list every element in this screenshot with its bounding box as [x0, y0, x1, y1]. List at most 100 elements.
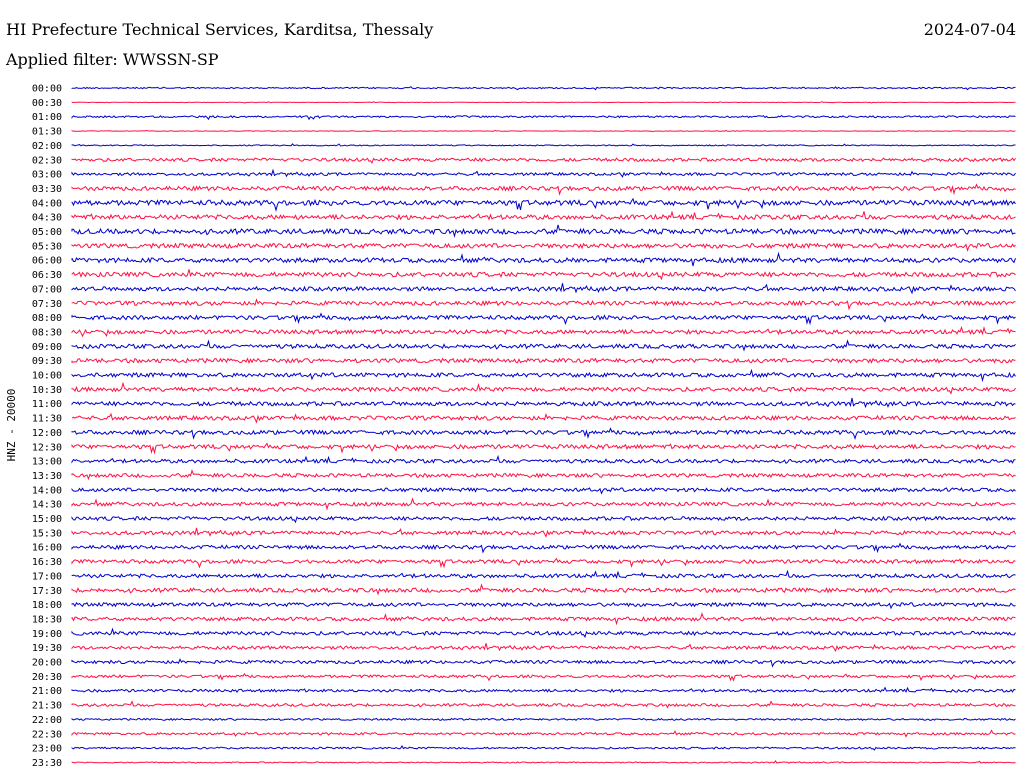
trace-1230 — [71, 442, 1016, 455]
trace-0830 — [71, 325, 1016, 338]
trace-1000 — [71, 368, 1016, 383]
trace-0600 — [71, 251, 1016, 267]
trace-0530 — [71, 242, 1016, 252]
trace-0230 — [71, 157, 1016, 164]
trace-0400 — [71, 197, 1016, 212]
time-label: 02:30 — [32, 155, 62, 166]
time-label: 14:30 — [32, 500, 62, 511]
time-label: 06:30 — [32, 270, 62, 281]
time-label: 20:30 — [32, 672, 62, 683]
time-label: 17:00 — [32, 571, 62, 582]
trace-0630 — [71, 269, 1016, 281]
trace-2300 — [71, 745, 1016, 751]
time-label: 13:30 — [32, 471, 62, 482]
trace-1500 — [71, 515, 1016, 524]
seismic-traces — [71, 86, 1016, 764]
time-label: 03:30 — [32, 184, 62, 195]
trace-2000 — [71, 658, 1016, 668]
time-label: 10:00 — [32, 371, 62, 382]
time-labels: 00:00 00:30 01:00 01:30 02:00 02:30 03:00 03:30… — [32, 84, 62, 769]
time-label: 16:00 — [32, 543, 62, 554]
trace-1530 — [71, 527, 1016, 538]
time-label: 08:30 — [32, 327, 62, 338]
trace-1100 — [71, 397, 1016, 409]
time-label: 01:00 — [32, 112, 62, 123]
trace-2330 — [71, 760, 1016, 764]
time-label: 00:00 — [32, 84, 62, 95]
time-label: 04:30 — [32, 213, 62, 224]
trace-1800 — [71, 601, 1016, 610]
time-label: 13:00 — [32, 457, 62, 468]
trace-1930 — [71, 643, 1016, 653]
time-label: 18:00 — [32, 600, 62, 611]
trace-0500 — [71, 224, 1016, 239]
trace-0730 — [71, 298, 1016, 311]
trace-0900 — [71, 339, 1016, 352]
time-label: 15:00 — [32, 514, 62, 525]
trace-0200 — [71, 143, 1016, 147]
time-label: 16:30 — [32, 557, 62, 568]
trace-0700 — [71, 283, 1016, 295]
trace-2200 — [71, 717, 1016, 722]
trace-1730 — [71, 583, 1016, 596]
trace-0300 — [71, 168, 1016, 178]
trace-0330 — [71, 183, 1016, 196]
time-label: 19:30 — [32, 643, 62, 654]
trace-0130 — [71, 129, 1016, 133]
trace-1700 — [71, 569, 1016, 579]
time-label: 23:00 — [32, 744, 62, 755]
time-label: 05:30 — [32, 241, 62, 252]
trace-0930 — [71, 357, 1016, 365]
trace-1900 — [71, 627, 1016, 639]
time-label: 02:00 — [32, 141, 62, 152]
time-label: 20:00 — [32, 658, 62, 669]
time-label: 23:30 — [32, 758, 62, 769]
trace-2130 — [71, 700, 1016, 709]
trace-1830 — [71, 612, 1016, 626]
time-label: 07:00 — [32, 284, 62, 295]
time-label: 21:00 — [32, 686, 62, 697]
time-label: 19:00 — [32, 629, 62, 640]
time-label: 06:00 — [32, 256, 62, 267]
trace-1330 — [71, 469, 1016, 481]
filter-label: Applied filter: WWSSN-SP — [6, 50, 219, 69]
time-label: 18:30 — [32, 614, 62, 625]
trace-1400 — [71, 486, 1016, 495]
time-label: 05:00 — [32, 227, 62, 238]
trace-1030 — [71, 381, 1016, 395]
time-label: 15:30 — [32, 528, 62, 539]
time-label: 09:30 — [32, 356, 62, 367]
trace-0100 — [71, 114, 1016, 121]
time-label: 22:00 — [32, 715, 62, 726]
trace-1430 — [71, 497, 1016, 511]
y-axis-label: HNZ - 20000 — [5, 389, 18, 462]
time-label: 00:30 — [32, 98, 62, 109]
recording-date: 2024-07-04 — [923, 20, 1016, 39]
trace-1200 — [71, 427, 1016, 440]
time-label: 03:00 — [32, 170, 62, 181]
trace-2030 — [71, 672, 1016, 682]
trace-1130 — [71, 412, 1016, 424]
trace-0000 — [71, 86, 1016, 91]
time-label: 21:30 — [32, 701, 62, 712]
trace-2230 — [71, 729, 1016, 738]
trace-1630 — [71, 557, 1016, 569]
time-label: 10:30 — [32, 385, 62, 396]
time-label: 12:30 — [32, 442, 62, 453]
trace-0430 — [71, 210, 1016, 221]
trace-0800 — [71, 312, 1016, 326]
time-label: 11:30 — [32, 414, 62, 425]
trace-2100 — [71, 686, 1016, 694]
time-label: 14:00 — [32, 485, 62, 496]
time-label: 11:00 — [32, 399, 62, 410]
time-label: 07:30 — [32, 299, 62, 310]
trace-1600 — [71, 542, 1016, 554]
time-label: 09:00 — [32, 342, 62, 353]
time-label: 04:00 — [32, 198, 62, 209]
time-label: 08:00 — [32, 313, 62, 324]
time-label: 12:00 — [32, 428, 62, 439]
time-label: 01:30 — [32, 127, 62, 138]
station-title: HI Prefecture Technical Services, Kardit… — [6, 20, 434, 39]
time-label: 22:30 — [32, 729, 62, 740]
